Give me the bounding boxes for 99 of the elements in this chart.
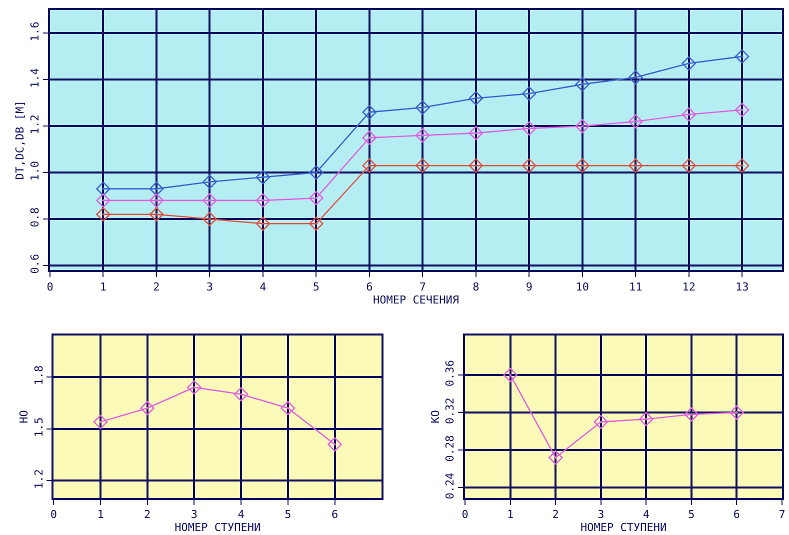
y-axis-title: DT,DC,DB [M] <box>14 100 27 180</box>
point <box>149 207 164 222</box>
point <box>628 70 643 84</box>
point <box>730 405 744 420</box>
x-tick-label: 0 <box>46 280 54 294</box>
x-tick-label: 0 <box>462 508 468 522</box>
point <box>628 158 643 173</box>
y-tick-label: 0.24 <box>444 472 457 500</box>
point <box>328 437 342 452</box>
point <box>682 158 696 173</box>
point <box>149 182 164 196</box>
y-tick-label: 0.28 <box>444 435 457 462</box>
x-tick-label: 7 <box>419 280 426 294</box>
x-tick-label: 0 <box>50 508 57 522</box>
y-tick-label: 1.2 <box>28 114 42 134</box>
x-tick-label: 1 <box>97 508 104 522</box>
x-tick-label: 2 <box>153 280 160 294</box>
point <box>734 158 750 173</box>
point <box>468 158 484 173</box>
y-tick-label: 1.0 <box>28 160 42 181</box>
x-tick-label: 3 <box>206 280 214 294</box>
x-tick-label: 4 <box>642 508 650 522</box>
point <box>734 102 750 118</box>
point <box>234 387 248 402</box>
x-tick-label: 3 <box>598 508 604 522</box>
x-axis-title: НОМЕР СТУПЕНИ <box>580 521 667 534</box>
point <box>522 121 536 136</box>
x-tick-label: 2 <box>552 508 559 522</box>
point <box>684 407 699 422</box>
point <box>575 77 590 92</box>
point <box>202 193 217 208</box>
y-tick-label: 1.2 <box>32 469 46 490</box>
point <box>734 49 750 64</box>
x-tick-label: 2 <box>144 508 151 522</box>
y-tick-label: 1.4 <box>28 68 42 88</box>
x-tick-label: 8 <box>472 280 480 294</box>
x-tick-label: 6 <box>331 508 338 522</box>
point <box>503 368 518 382</box>
x-tick-label: 4 <box>238 508 245 522</box>
point <box>416 100 430 115</box>
point <box>187 380 202 395</box>
point <box>256 216 270 231</box>
x-tick-label: 5 <box>688 508 695 522</box>
point <box>256 193 270 208</box>
point <box>149 193 164 208</box>
point <box>140 400 155 416</box>
point <box>468 91 484 106</box>
point <box>416 158 430 173</box>
x-tick-label: 3 <box>190 508 198 522</box>
x-tick-label: 11 <box>628 280 642 294</box>
x-tick-label: 12 <box>682 280 696 294</box>
y-tick-label: 0.32 <box>444 398 457 424</box>
x-tick-label: 5 <box>284 508 292 522</box>
x-tick-label: 4 <box>260 280 267 294</box>
point <box>202 212 217 226</box>
y-tick-label: 1.8 <box>32 365 46 386</box>
point <box>628 114 643 129</box>
y-tick-label: 0.6 <box>28 254 42 274</box>
y-tick-label: 1.5 <box>32 417 46 438</box>
y-axis-title: НО <box>17 410 30 424</box>
point <box>96 182 110 196</box>
x-tick-label: 1 <box>507 508 514 522</box>
point <box>309 190 324 206</box>
y-tick-label: 0.36 <box>444 360 457 387</box>
point <box>96 207 110 222</box>
point <box>575 158 590 173</box>
x-tick-label: 10 <box>576 280 589 294</box>
point <box>309 216 324 231</box>
x-tick-label: 7 <box>778 508 786 522</box>
y-tick-label: 1.6 <box>28 22 42 42</box>
point <box>309 165 324 180</box>
x-tick-label: 6 <box>366 280 373 294</box>
point <box>362 158 377 173</box>
point <box>256 170 270 184</box>
y-tick-label: 0.8 <box>28 207 42 228</box>
x-tick-label: 13 <box>735 280 749 294</box>
point <box>639 412 654 426</box>
point <box>93 414 108 430</box>
point <box>362 130 377 145</box>
x-tick-label: 9 <box>526 280 532 294</box>
x-tick-label: 5 <box>312 280 320 294</box>
point <box>682 107 696 122</box>
point <box>362 105 377 120</box>
point <box>96 193 110 208</box>
point <box>522 86 536 101</box>
y-axis-title: КО <box>428 410 442 424</box>
point <box>575 118 590 134</box>
point <box>682 56 696 71</box>
point <box>280 400 296 416</box>
point <box>468 126 484 140</box>
x-tick-label: 1 <box>100 280 107 294</box>
point <box>594 414 608 430</box>
point <box>202 174 217 189</box>
x-axis-title: НОМЕР СТУПЕНИ <box>174 521 261 534</box>
x-axis-title: НОМЕР СЕЧЕНИЯ <box>372 293 460 306</box>
point <box>522 158 536 173</box>
point <box>416 128 430 143</box>
point <box>548 450 563 465</box>
x-tick-label: 6 <box>733 508 740 522</box>
